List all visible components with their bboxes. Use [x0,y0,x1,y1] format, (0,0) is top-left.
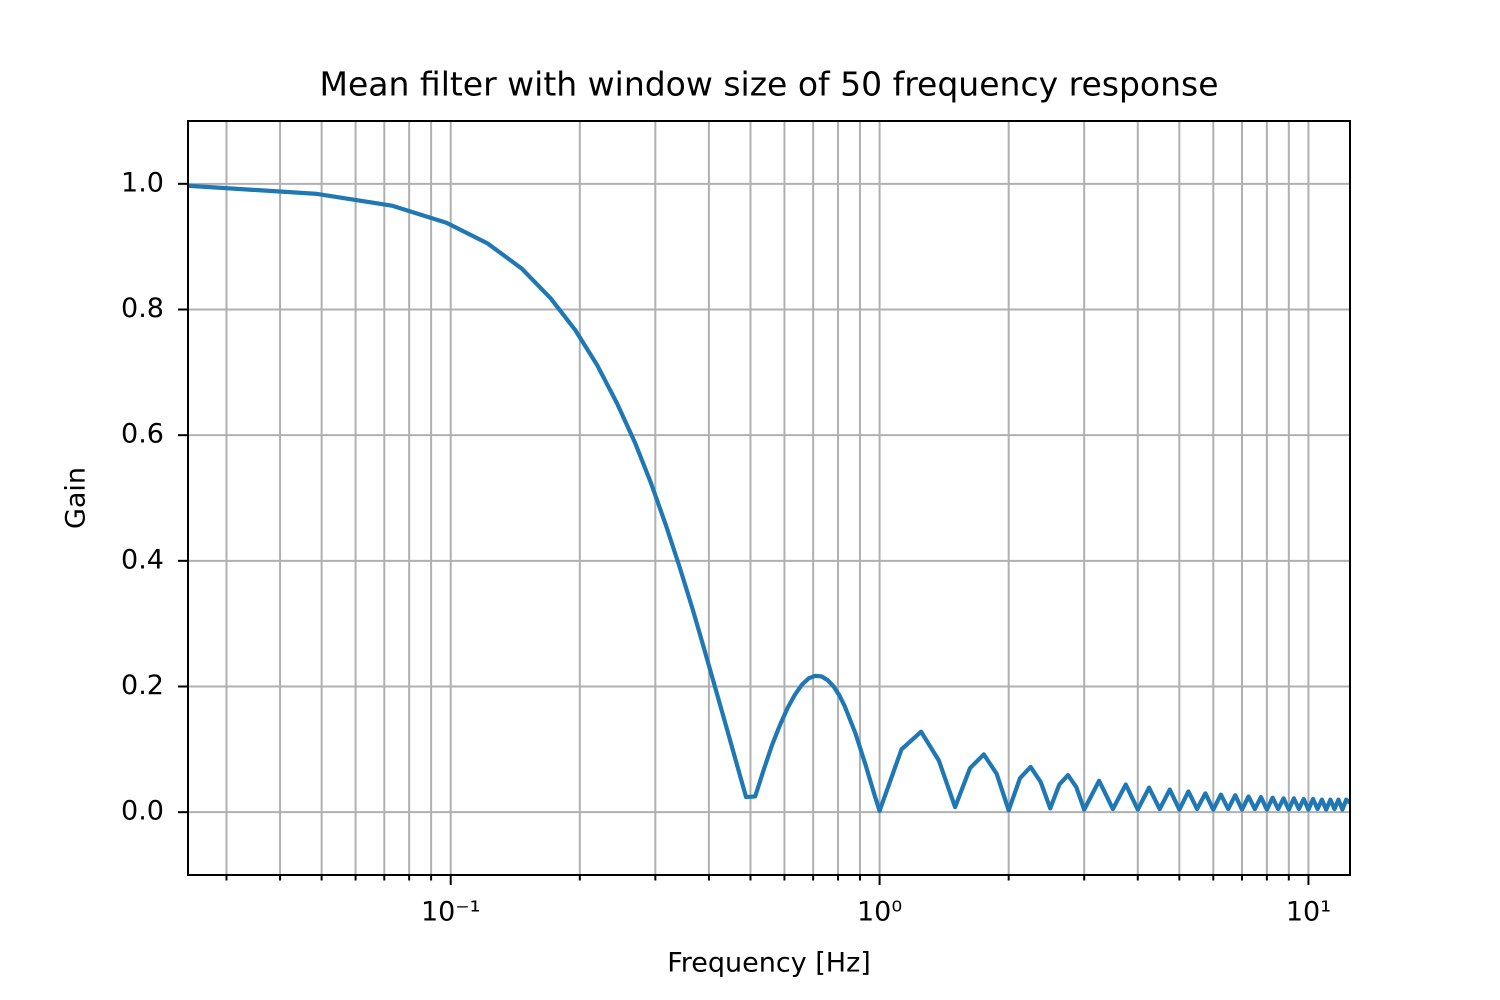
x-tick-label: 10⁻¹ [421,897,480,928]
chart-title: Mean filter with window size of 50 frequ… [320,65,1219,104]
y-tick-label: 0.8 [121,293,164,324]
ticks: 10⁻¹ 10⁰ 10¹ 0.0 0.2 0.4 0.6 0.8 1.0 [121,167,1331,927]
y-tick-label: 0.4 [121,544,164,575]
plot-area [188,183,1350,814]
x-tick-label: 10⁰ [857,897,902,928]
axes-frame [187,120,1351,876]
x-tick-label: 10¹ [1286,897,1331,928]
line-series [188,183,1350,814]
y-tick-label: 0.2 [121,670,164,701]
x-axis-label: Frequency [Hz] [667,948,871,979]
y-tick-label: 1.0 [121,167,164,198]
y-tick-label: 0.0 [121,796,164,827]
grid [188,121,1350,875]
y-axis-label: Gain [61,467,92,529]
y-tick-label: 0.6 [121,419,164,450]
